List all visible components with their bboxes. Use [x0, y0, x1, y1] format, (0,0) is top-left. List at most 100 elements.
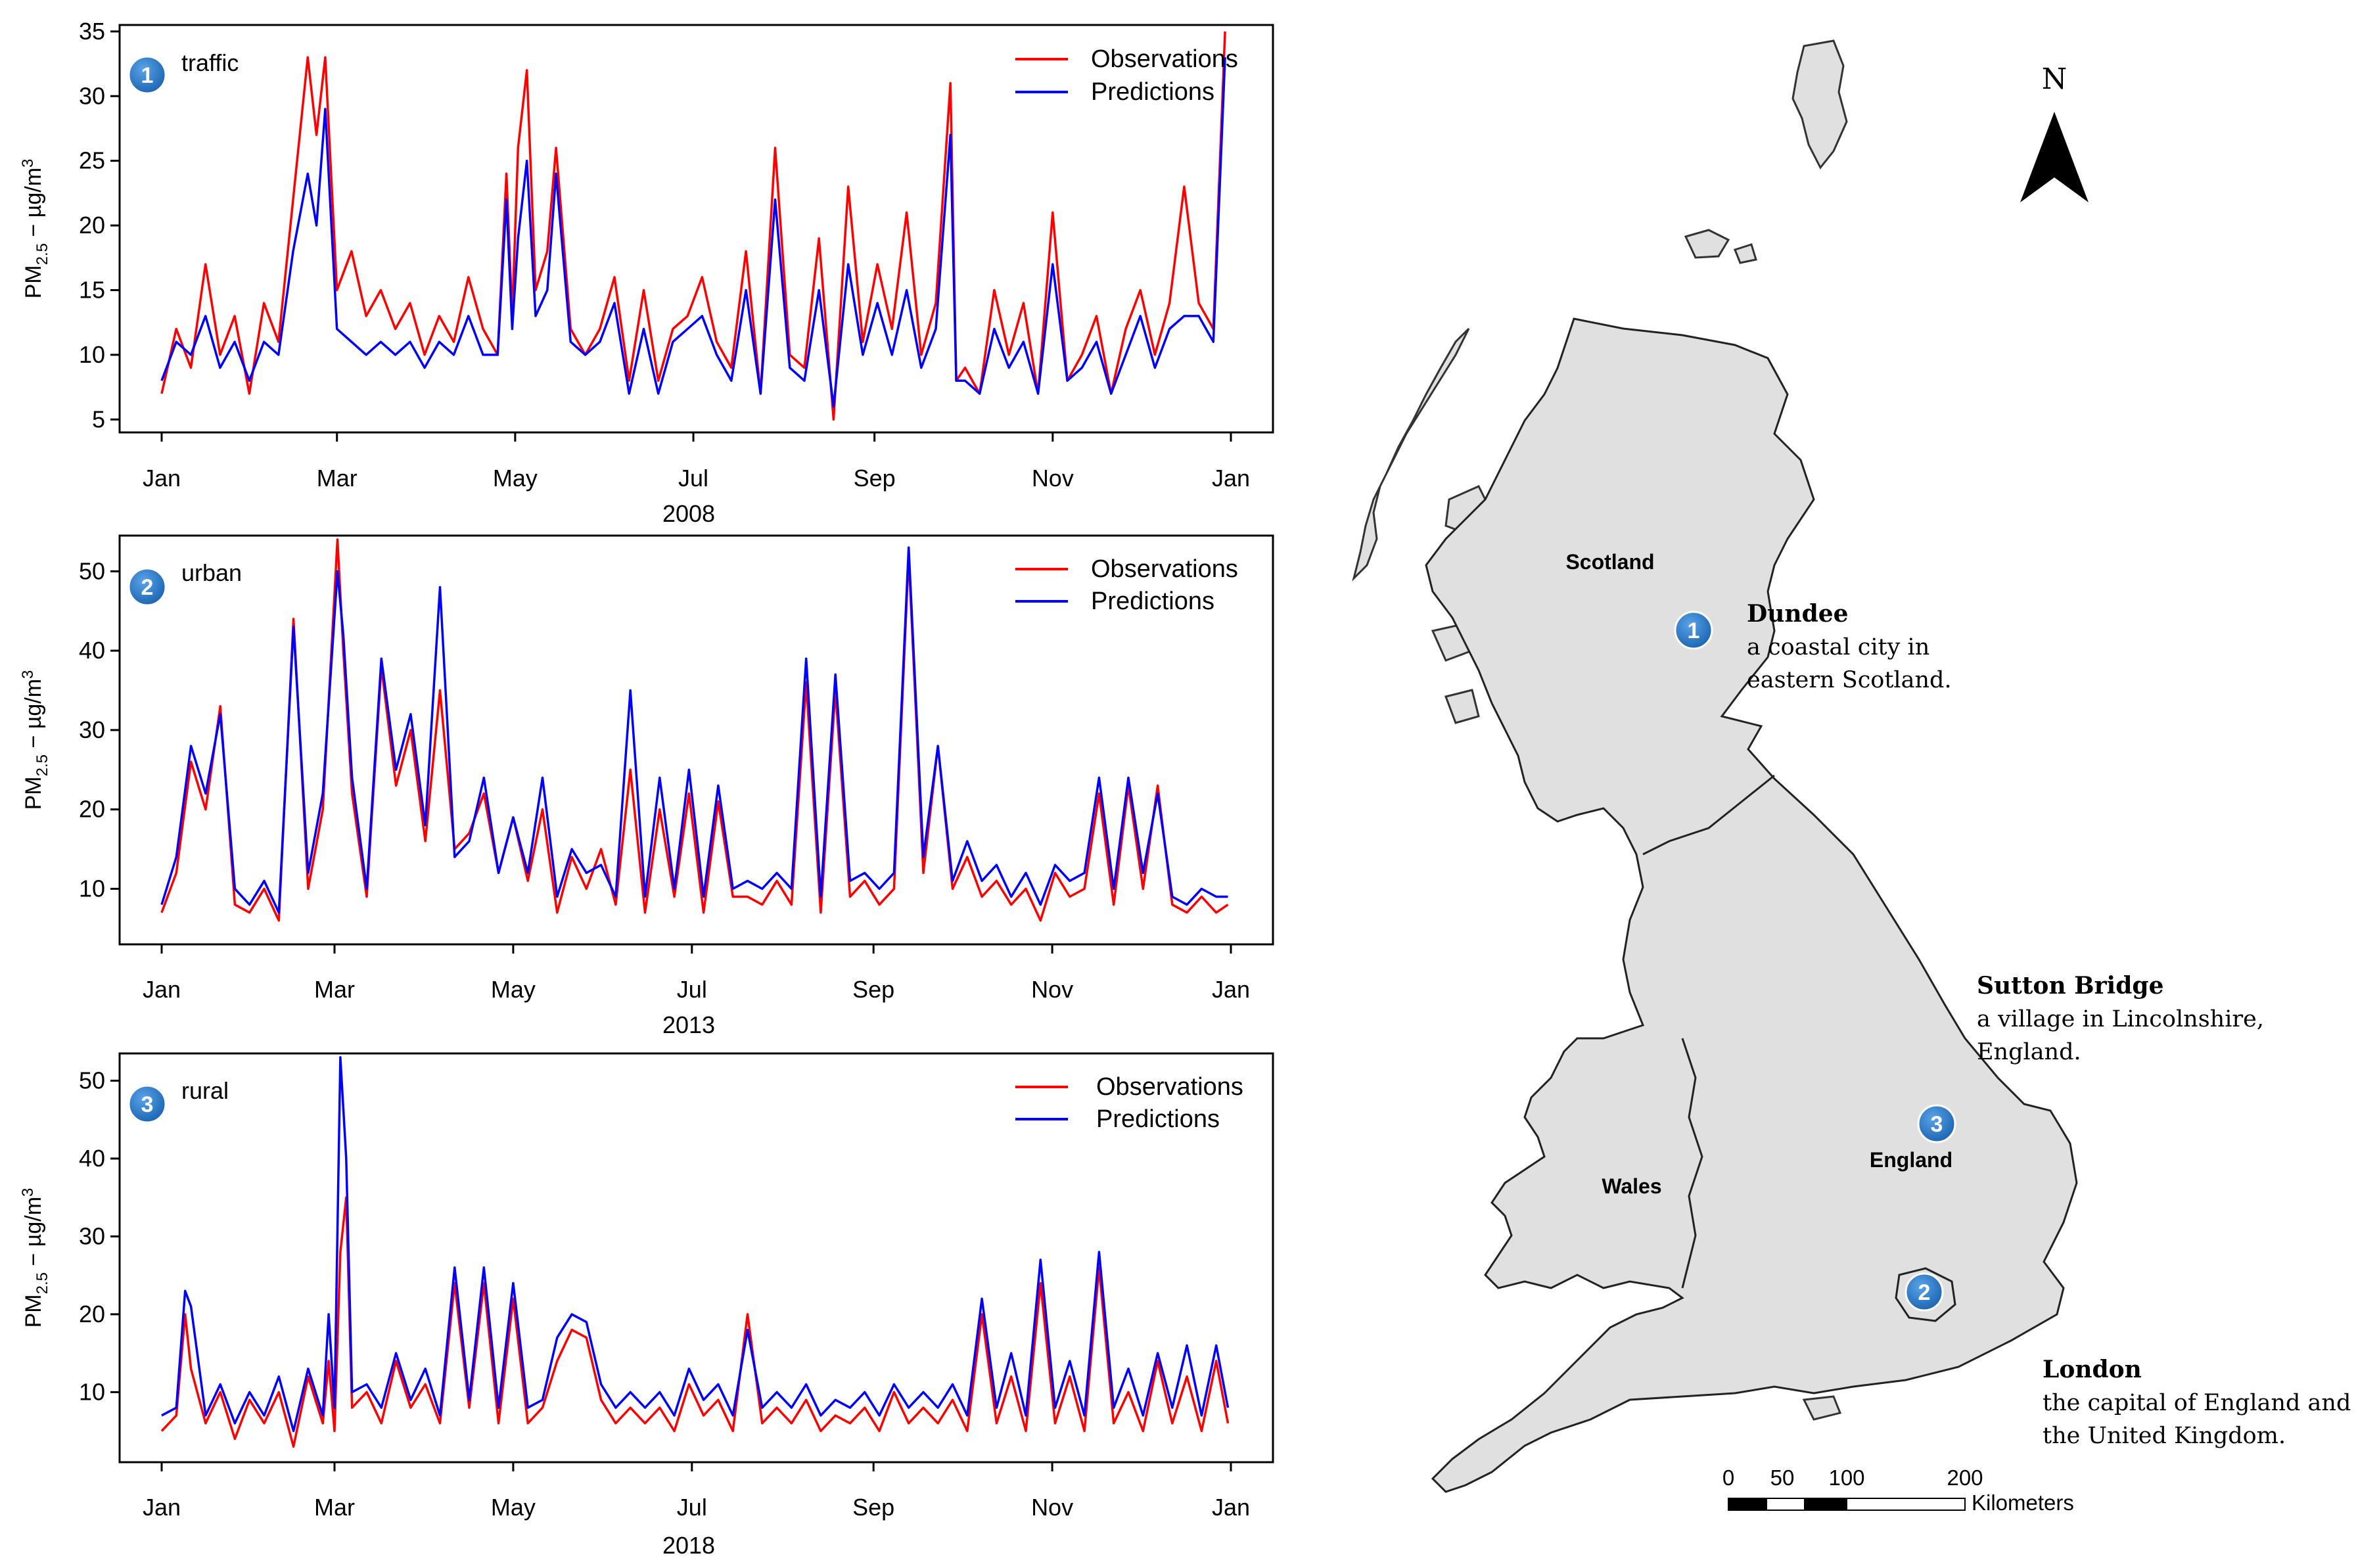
series-line-predictions [160, 546, 1228, 914]
scale-seg-3 [1804, 1498, 1847, 1511]
city-desc-dundee-1: a coastal city in [1747, 634, 1929, 660]
region-scotland: Scotland [1565, 550, 1654, 574]
x-tick-label: Nov [1031, 1494, 1073, 1521]
panel-number-badge [127, 1084, 167, 1124]
y-tick-label: 30 [79, 1222, 105, 1249]
y-tick-label: 30 [79, 716, 105, 743]
y-axis: 10 20 30 40 50 [79, 1067, 120, 1405]
x-tick-label: Mar [317, 465, 358, 492]
x-tick-label: Nov [1032, 465, 1074, 492]
x-tick-label: Sep [854, 465, 896, 492]
y-tick-label: 40 [79, 637, 105, 664]
y-axis: 10 20 30 40 50 [79, 557, 120, 902]
scale-tick-0: 0 [1722, 1465, 1734, 1490]
y-tick-label: 30 [79, 82, 105, 109]
series-lines [160, 538, 1229, 922]
y-axis-title: PM2.5 − µg/m3 [19, 1188, 51, 1328]
x-tick-label: Jan [143, 1494, 181, 1521]
x-tick-label: May [491, 976, 536, 1003]
outer-hebrides [1352, 327, 1470, 582]
scale-seg-1 [1728, 1498, 1767, 1511]
orkney-islands [1684, 229, 1757, 264]
y-tick-label: 50 [79, 557, 105, 584]
city-number: 2 [1918, 1280, 1931, 1305]
panel-number: 3 [141, 1092, 154, 1117]
y-tick-label: 15 [79, 276, 105, 303]
site-label: urban [181, 559, 242, 586]
great-britain [1425, 317, 2078, 1493]
x-tick-label: Jul [678, 465, 708, 492]
legend-predictions: Predictions [1091, 78, 1214, 106]
city-badge [1905, 1272, 1944, 1312]
city-badge [1674, 611, 1713, 650]
x-axis: Jan Mar May Jul Sep Nov Jan [143, 944, 1250, 1003]
city-name-dundee: Dundee [1747, 600, 1849, 628]
site-label: traffic [181, 49, 239, 76]
legend-predictions: Predictions [1096, 1105, 1220, 1133]
site-label: rural [181, 1077, 229, 1104]
x-tick-label: Sep [852, 976, 894, 1003]
city-marker-sutton-bridge: 3 [1917, 1104, 1956, 1143]
north-label: N [2042, 62, 2067, 96]
plot-frame [118, 1052, 1274, 1464]
shetland-islands [1791, 39, 1848, 170]
region-england: England [1870, 1148, 1952, 1172]
uk-map: N Scotland Wales England 1 3 2 Dundee a … [1352, 39, 2351, 1515]
x-tick-label: Mar [314, 1494, 355, 1521]
y-tick-label: 10 [79, 341, 105, 368]
scale-seg-2 [1766, 1498, 1805, 1511]
x-tick-label: Jul [677, 1494, 707, 1521]
x-tick-label: Sep [852, 1494, 894, 1521]
x-tick-label: Jul [677, 976, 707, 1003]
x-tick-label: Jan [1212, 976, 1250, 1003]
city-desc-sutton-bridge-1: a village in Lincolnshire, [1977, 1006, 2264, 1032]
y-tick-label: 40 [79, 1145, 105, 1172]
plot-frame [118, 24, 1274, 434]
panel-number: 1 [141, 63, 154, 88]
city-marker-dundee: 1 [1674, 611, 1713, 650]
city-number: 3 [1931, 1112, 1943, 1137]
y-tick-label: 20 [79, 1301, 105, 1327]
y-tick-label: 25 [79, 147, 105, 174]
scale-unit: Kilometers [1972, 1490, 2074, 1515]
series-lines [160, 1056, 1230, 1448]
legend-observations: Observations [1091, 555, 1238, 583]
legend-predictions: Predictions [1091, 588, 1214, 615]
scale-bar: 0 50 100 200 Kilometers [1722, 1465, 2074, 1515]
panel-urban: 10 20 30 40 50 Jan Mar May Jul Sep Nov Jan 2 urban… [19, 534, 1274, 1038]
scale-tick-200: 200 [1947, 1465, 1983, 1490]
wales-england-border [1681, 1038, 1703, 1289]
scotland-england-border [1642, 774, 1775, 856]
legend-observations: Observations [1091, 45, 1238, 73]
series-line-predictions [161, 1056, 1230, 1433]
series-lines [160, 31, 1226, 421]
y-axis: 5 10 15 20 25 30 35 [79, 18, 120, 432]
y-tick-label: 10 [79, 875, 105, 902]
plot-frame [118, 534, 1274, 946]
city-name-sutton-bridge: Sutton Bridge [1977, 972, 2163, 1000]
y-tick-label: 10 [79, 1378, 105, 1405]
panel-number-badge [127, 567, 167, 607]
panel-number: 2 [141, 575, 154, 600]
x-tick-label: Jan [1212, 1494, 1250, 1521]
series-line-predictions [160, 57, 1226, 408]
x-axis-year: 2018 [662, 1532, 715, 1559]
city-desc-sutton-bridge-2: England. [1977, 1039, 2081, 1065]
x-axis-year: 2013 [662, 1011, 715, 1038]
x-axis: Jan Mar May Jul Sep Nov Jan [143, 432, 1250, 492]
isle-of-wight [1802, 1395, 1842, 1421]
legend-observations: Observations [1096, 1073, 1243, 1101]
y-axis-title: PM2.5 − µg/m3 [19, 670, 51, 810]
y-tick-label: 35 [79, 18, 105, 45]
y-tick-label: 50 [79, 1067, 105, 1094]
x-tick-label: May [491, 1494, 536, 1521]
scale-tick-50: 50 [1770, 1465, 1795, 1490]
city-desc-london-1: the capital of England and [2043, 1390, 2351, 1416]
y-tick-label: 5 [92, 405, 105, 432]
y-tick-label: 20 [79, 212, 105, 239]
city-marker-london: 2 [1905, 1272, 1944, 1312]
x-tick-label: Nov [1031, 976, 1073, 1003]
panel-rural: 10 20 30 40 50 Jan Mar May Jul Sep Nov Jan 3 rural… [19, 1052, 1274, 1559]
x-tick-label: Jan [143, 976, 181, 1003]
